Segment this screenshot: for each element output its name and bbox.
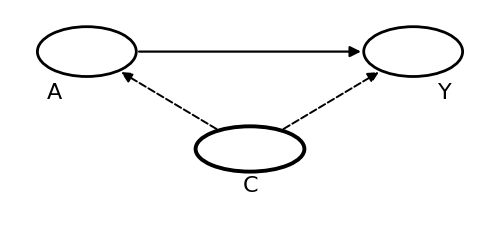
- Text: C: C: [242, 175, 258, 195]
- Text: Y: Y: [438, 83, 452, 103]
- Text: A: A: [47, 83, 62, 103]
